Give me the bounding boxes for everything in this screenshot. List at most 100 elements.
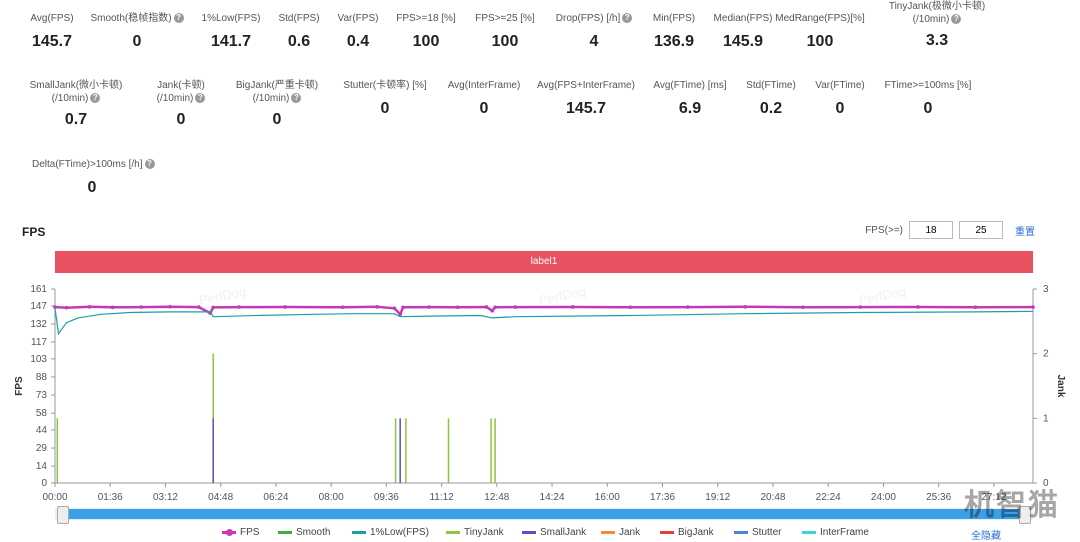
fps-point xyxy=(743,305,748,309)
metric-label-text: MedRange(FPS)[%] xyxy=(775,13,865,24)
metric-label-unit: (/10min) xyxy=(51,93,89,104)
x-tick-label: 03:12 xyxy=(153,492,178,503)
legend-item-jank[interactable]: Jank xyxy=(601,527,640,538)
metric-label-text: Min(FPS) xyxy=(652,13,696,24)
zoom-handle-right[interactable] xyxy=(1019,506,1031,524)
legend-item-tinyjank[interactable]: TinyJank xyxy=(446,527,504,538)
fps-point xyxy=(237,305,241,309)
metric-label: Smooth(稳帧指数)? xyxy=(77,12,197,25)
metric-value: 3.3 xyxy=(925,32,949,49)
help-icon[interactable]: ? xyxy=(90,93,101,104)
legend-swatch xyxy=(601,530,615,534)
legend-item-stutter[interactable]: Stutter xyxy=(734,527,781,538)
fps-point xyxy=(211,305,216,310)
reset-button[interactable]: 重置 xyxy=(1015,226,1035,238)
fps-point xyxy=(493,305,497,310)
legend-item-bigjank[interactable]: BigJank xyxy=(660,527,714,538)
legend-swatch xyxy=(660,530,674,534)
metric-label-text: Var(FPS) xyxy=(337,13,379,24)
fps-point xyxy=(168,304,172,309)
fps-point xyxy=(139,305,144,309)
perfdog-watermark: PerfDog xyxy=(538,283,588,308)
metric-label-text: Avg(InterFrame) xyxy=(447,80,521,91)
y-tick-label: 103 xyxy=(30,354,47,365)
metric-value: 0 xyxy=(479,100,489,117)
metric-label-text: Jank(卡顿) xyxy=(157,80,205,91)
perfdog-watermark: PerfDog xyxy=(858,283,908,308)
metric-label: Std(FTime) xyxy=(711,79,831,92)
help-icon[interactable]: ? xyxy=(291,93,302,104)
metric-label: FPS>=18 [%] xyxy=(366,12,486,25)
y-tick-label: 161 xyxy=(30,284,47,295)
legend-swatch xyxy=(352,530,366,534)
x-tick-label: 09:36 xyxy=(374,492,399,503)
fps-point xyxy=(973,305,978,309)
legend-item-1lowfps[interactable]: 1%Low(FPS) xyxy=(352,527,429,538)
metric-value: 0.4 xyxy=(346,33,370,50)
legend-label: TinyJank xyxy=(464,527,504,538)
metric-label-text: Std(FPS) xyxy=(278,13,320,24)
y-tick-label: 44 xyxy=(36,425,48,436)
x-tick-label: 24:00 xyxy=(871,492,896,503)
fps-point xyxy=(375,305,379,309)
legend-item-smalljank[interactable]: SmallJank xyxy=(522,527,586,538)
metric-value: 100 xyxy=(412,33,440,50)
metric-label: Var(FTime) xyxy=(780,79,900,92)
label-bar[interactable]: label1 xyxy=(55,251,1033,273)
metric-metrics_row1-9: Median(FPS) 145.9 xyxy=(683,12,803,51)
metric-label: Drop(FPS) [/h]? xyxy=(534,12,654,25)
help-icon[interactable]: ? xyxy=(173,13,184,24)
fps-point xyxy=(340,305,345,309)
metric-label: Std(FPS) xyxy=(239,12,359,25)
metric-metrics_row1-2: 1%Low(FPS) 141.7 xyxy=(171,12,291,51)
fps-threshold-controls: FPS(>=) 重置 xyxy=(865,221,1035,239)
metric-value: 0 xyxy=(176,111,186,128)
legend-label: Jank xyxy=(619,527,641,538)
fps-point xyxy=(392,306,397,311)
y-axis-label: FPS xyxy=(14,376,25,396)
metric-label: 1%Low(FPS) xyxy=(171,12,291,25)
fps-point xyxy=(455,305,460,309)
help-icon[interactable]: ? xyxy=(195,93,206,104)
fps-point xyxy=(1031,305,1035,309)
y-tick-label: 14 xyxy=(36,461,48,472)
x-tick-label: 12:48 xyxy=(484,492,509,503)
metric-label-text: TinyJank(极微小卡顿) xyxy=(888,1,986,12)
metric-metrics_row1-10: MedRange(FPS)[%] 100 xyxy=(760,12,880,51)
metric-metrics_row2-1: Jank(卡顿) (/10min)? 0 xyxy=(121,79,241,129)
x-tick-label: 14:24 xyxy=(540,492,565,503)
y-tick-label: 73 xyxy=(36,390,48,401)
help-icon[interactable]: ? xyxy=(622,13,633,24)
fps-point xyxy=(87,305,92,309)
legend-item-smooth[interactable]: Smooth xyxy=(278,527,330,538)
metric-metrics_row2-5: Avg(FPS+InterFrame) 145.7 xyxy=(526,79,646,118)
fps-point xyxy=(686,305,690,309)
legend-label: FPS xyxy=(240,527,260,538)
threshold-input-1[interactable] xyxy=(909,221,953,239)
metric-label-text: Drop(FPS) [/h] xyxy=(555,13,621,24)
x-tick-label: 01:36 xyxy=(98,492,123,503)
legend-item-interframe[interactable]: InterFrame xyxy=(802,527,869,538)
fps-point xyxy=(801,305,805,309)
help-icon[interactable]: ? xyxy=(951,14,962,25)
metric-label-text: FPS>=18 [%] xyxy=(396,13,456,24)
metric-label: Avg(InterFrame) xyxy=(424,79,544,92)
metric-label-unit: (/10min) xyxy=(252,93,290,104)
metric-label: Avg(FPS+InterFrame) xyxy=(526,79,646,92)
metric-label-text: Var(FTime) xyxy=(815,80,865,91)
legend-swatch xyxy=(222,528,236,536)
zoom-handle-left[interactable] xyxy=(57,506,69,524)
metric-label: FTime>=100ms [%] xyxy=(868,79,988,92)
hide-all-button[interactable]: 全隐藏 xyxy=(971,531,1001,542)
help-icon[interactable]: ? xyxy=(144,159,155,170)
fps-point xyxy=(64,305,69,310)
series-fps-line xyxy=(54,305,1034,317)
metric-metrics_row1-1: Smooth(稳帧指数)? 0 xyxy=(77,12,197,51)
fps-point xyxy=(570,305,575,309)
metric-value: 0 xyxy=(380,100,390,117)
metric-label-text: FTime>=100ms [%] xyxy=(884,80,972,91)
legend-item-fps[interactable]: FPS xyxy=(222,527,259,538)
x-tick-label: 16:00 xyxy=(595,492,620,503)
zoom-scroll-range[interactable] xyxy=(60,509,1026,519)
threshold-input-2[interactable] xyxy=(959,221,1003,239)
